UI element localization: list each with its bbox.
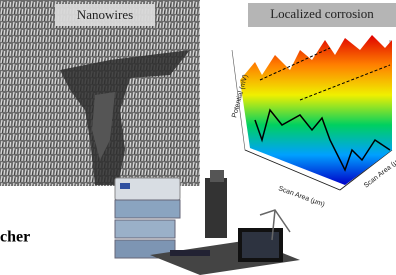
corrosion-label: Localized corrosion xyxy=(270,6,374,21)
collage: Nanowires Localized corrosion Potential … xyxy=(0,0,396,275)
corrosion-plot: Localized corrosion Potential (mV) Scan … xyxy=(231,3,396,209)
page: Nanowires Localized corrosion Potential … xyxy=(0,0,396,275)
x-axis-label: Scan Area (μm) xyxy=(277,185,325,208)
instrument-image xyxy=(115,170,300,275)
nanowires-label: Nanowires xyxy=(77,7,133,22)
nanowire-image: Nanowires xyxy=(0,0,200,186)
caption: cher xyxy=(0,229,30,246)
